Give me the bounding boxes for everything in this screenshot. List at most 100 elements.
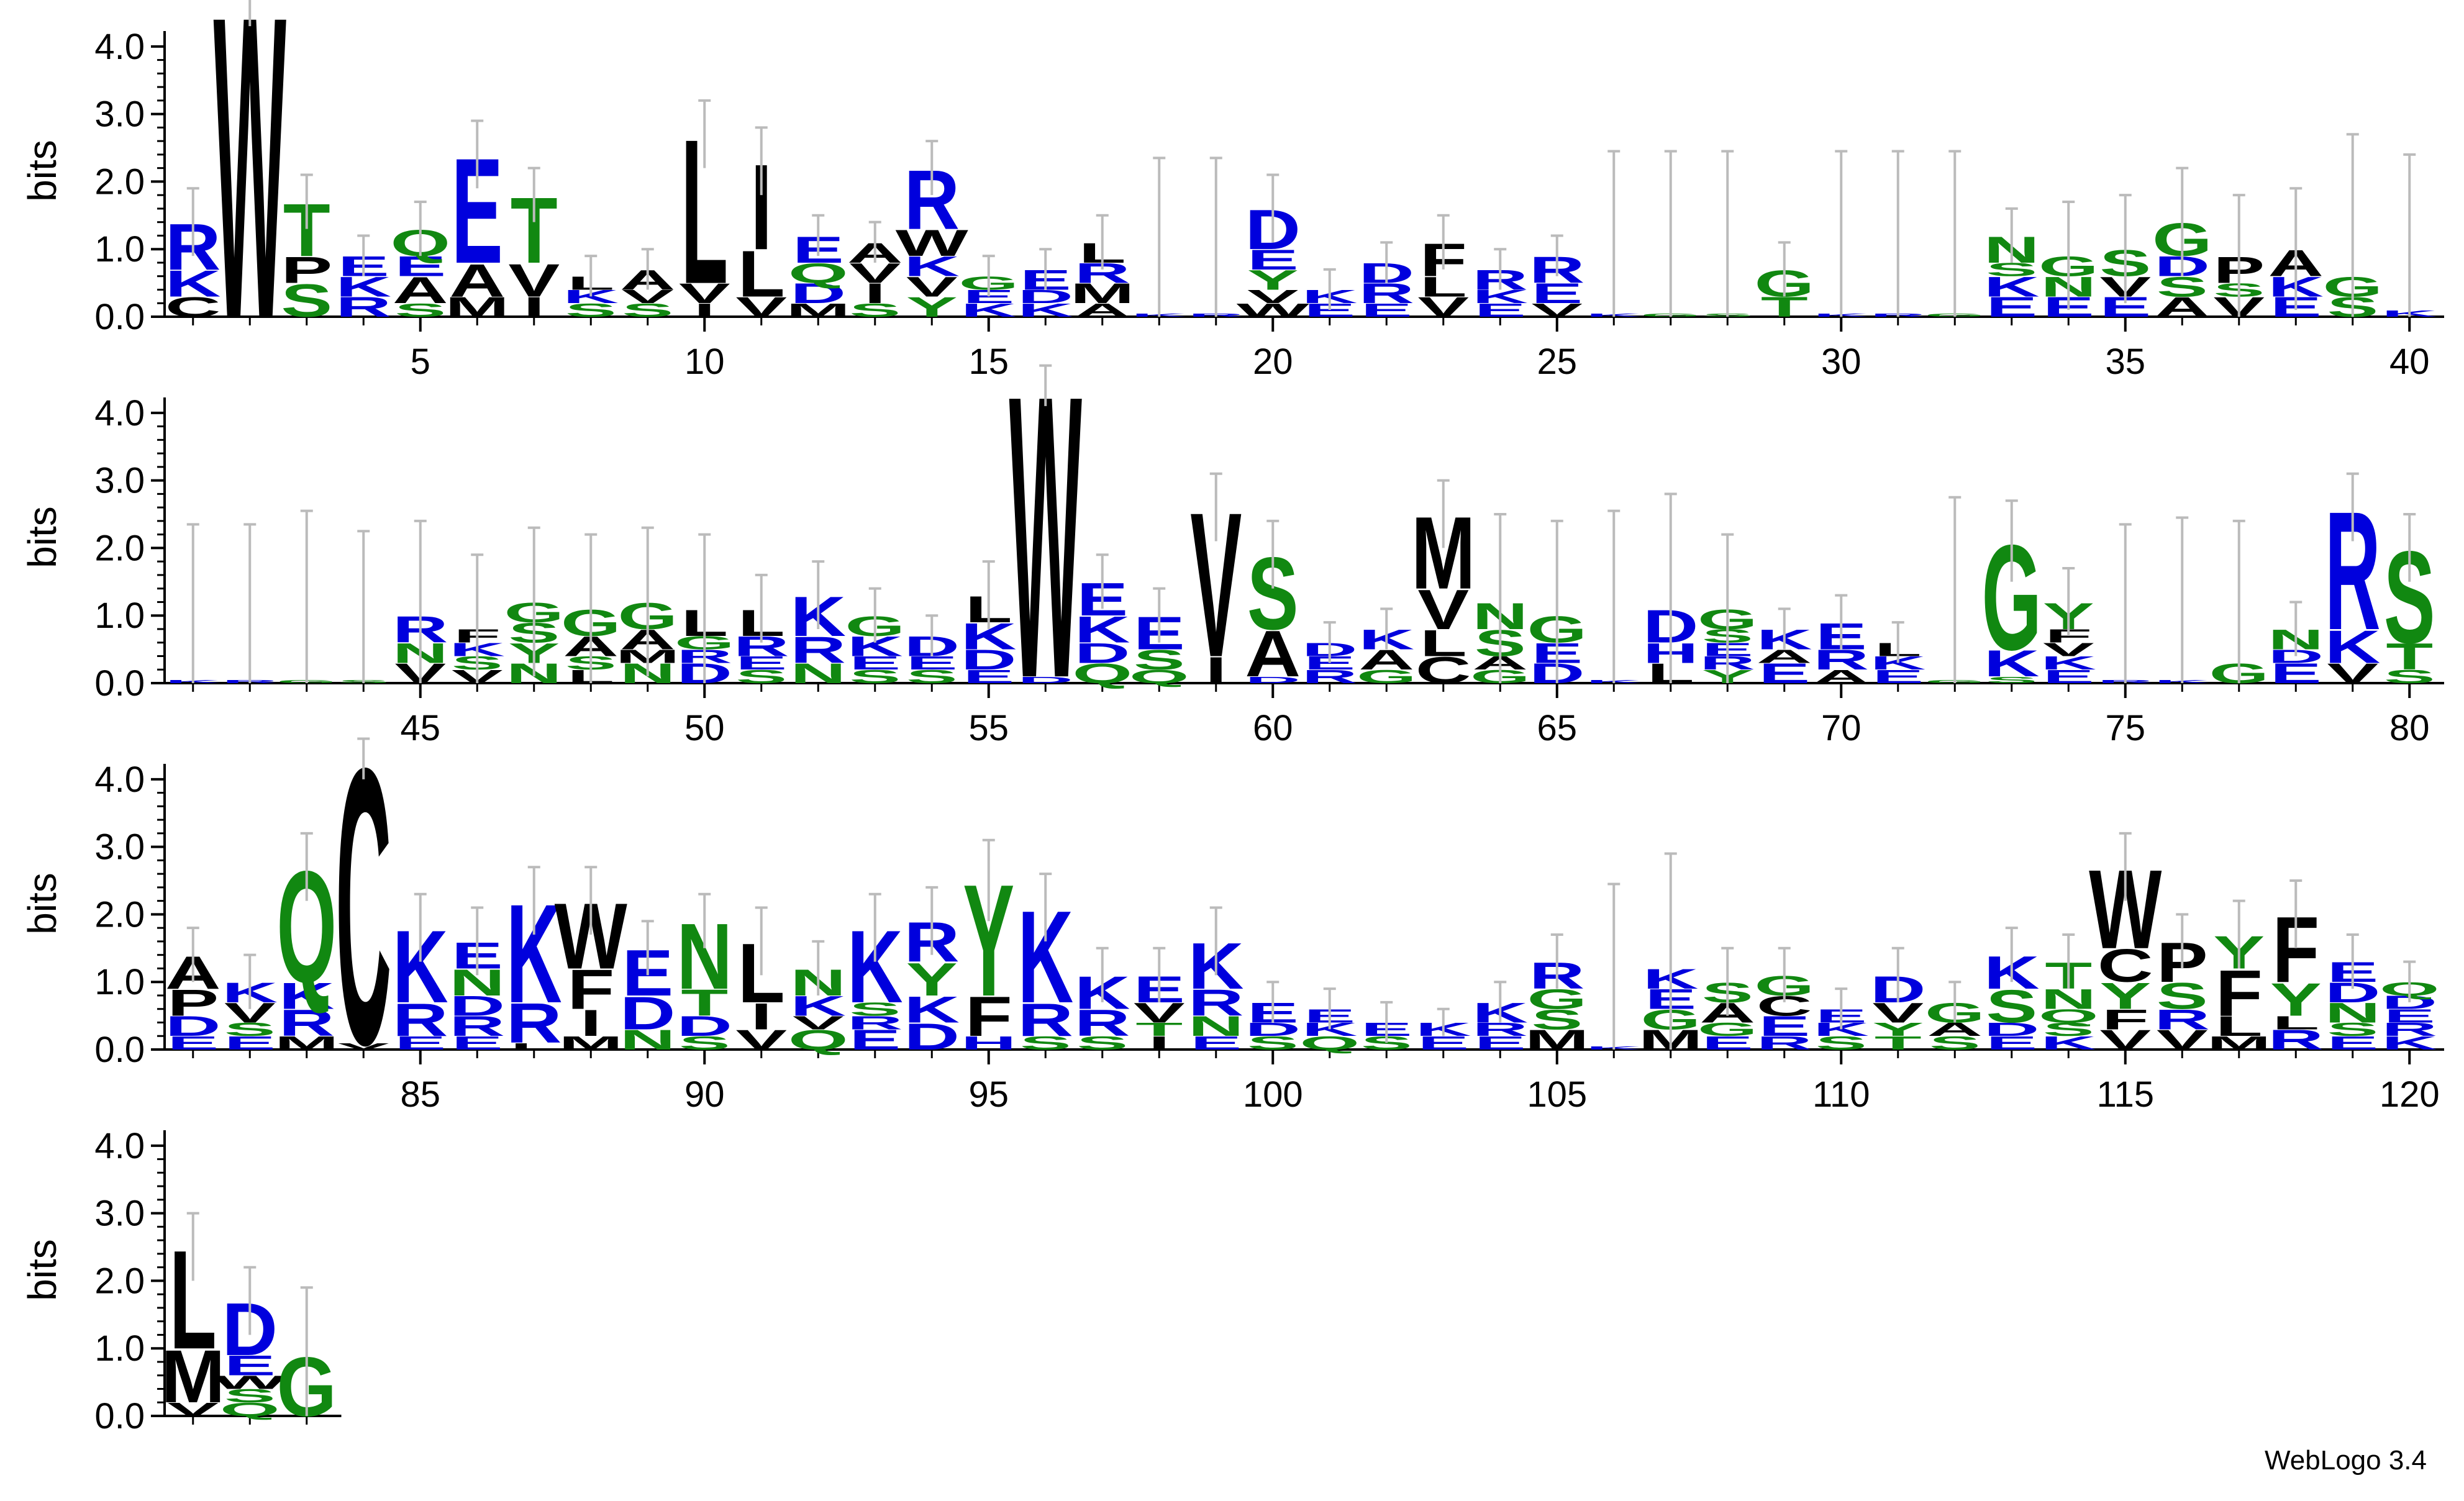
logo-letter: F (2216, 957, 2263, 1030)
x-tick-label: 30 (1821, 342, 1862, 382)
logo-letter: I (865, 278, 886, 309)
y-axis-label: bits (20, 1239, 65, 1301)
logo-letter: V (2043, 639, 2094, 660)
logo-letter: A (1927, 1019, 1983, 1040)
logo-letter: S (1816, 1033, 1867, 1054)
logo-letter: D (790, 278, 846, 309)
logo-letter: D (961, 644, 1017, 676)
logo-letter: R (1017, 994, 1073, 1046)
logo-letter: E (1986, 291, 2037, 323)
logo-letter: A (2154, 291, 2210, 323)
logo-letter: K (165, 263, 221, 304)
logo-letter: E (1247, 244, 1299, 276)
logo-rows: 0.01.02.03.04.0bitsCKRWSPTRKE5SAEQMAEIVT… (20, 0, 2444, 1436)
logo-letter: R (1757, 1033, 1812, 1054)
x-tick-label: 5 (411, 342, 430, 382)
logo-letter: V (735, 291, 787, 323)
x-tick-label: 50 (684, 708, 725, 748)
logo-letter: S (224, 1019, 276, 1040)
logo-letter: K (1017, 300, 1073, 321)
y-tick-label: 4.0 (94, 393, 145, 433)
logo-letter: M (445, 291, 509, 323)
logo-letter: R (506, 992, 562, 1055)
logo-letter: E (2043, 666, 2094, 687)
logo-letter: K (2040, 1033, 2096, 1054)
x-tick-label: 105 (1527, 1074, 1587, 1115)
y-tick-label: 4.0 (94, 1126, 145, 1166)
logo-letter: V (1417, 291, 1469, 323)
logo-letter: A (393, 270, 448, 311)
logo-letter: E (1872, 666, 1924, 687)
logo-letter: K (2040, 653, 2096, 674)
logo-letter: V (1417, 579, 1469, 642)
logo-letter: I (750, 995, 772, 1037)
logo-letter: S (849, 300, 901, 321)
logo-letter: K (1075, 609, 1130, 650)
logo-letter: N (620, 1024, 676, 1056)
logo-letter: S (2043, 1019, 2094, 1040)
logo-letter: W (1237, 300, 1310, 321)
logo-letter: K (279, 975, 335, 1017)
logo-letter: Y (1872, 1019, 1924, 1040)
logo-letter: R (335, 291, 391, 323)
x-tick-label: 40 (2389, 342, 2430, 382)
logo-letter: A (1813, 666, 1869, 687)
logo-letter: E (224, 1350, 276, 1382)
logo-letter: D (1017, 674, 1073, 685)
logo-letter: T (2386, 636, 2433, 678)
logo-letter: S (1986, 674, 2037, 685)
logo-letter: D (904, 1016, 960, 1058)
x-tick-label: 70 (1821, 708, 1862, 748)
logo-letter: R (2381, 1019, 2437, 1040)
logo-letter: E (1758, 658, 1810, 689)
x-tick-label: 90 (684, 1074, 725, 1115)
logo-letter: Y (2099, 975, 2151, 1017)
logo-letter: K (904, 989, 960, 1030)
logo-letter: S (2157, 975, 2208, 1017)
logo-letter: S (622, 300, 673, 321)
logo-letter: E (1702, 1033, 1753, 1054)
logo-letter: I (1205, 650, 1227, 691)
x-tick-label: 45 (400, 708, 440, 748)
y-tick-label: 2.0 (94, 894, 145, 935)
logo-letter: A (449, 254, 505, 307)
logo-letter: S (394, 300, 446, 321)
y-tick-label: 0.0 (94, 663, 145, 704)
logo-letter: L (2272, 1012, 2319, 1033)
logo-letter: D (620, 987, 676, 1040)
y-tick-label: 1.0 (94, 1328, 145, 1369)
logo-letter: R (847, 1012, 903, 1033)
logo-letter: Q (1129, 666, 1189, 687)
x-tick-label: 65 (1537, 708, 1577, 748)
logo-letter: C (2098, 940, 2153, 992)
x-tick-label: 60 (1253, 708, 1293, 748)
y-tick-label: 3.0 (94, 94, 145, 135)
logo-letter: Q (1072, 658, 1132, 689)
logo-letter: M (786, 300, 850, 321)
logo-letter: E (167, 1033, 219, 1054)
y-tick-label: 3.0 (94, 1194, 145, 1234)
logo-letter: E (849, 653, 901, 674)
logo-letter: D (1245, 1019, 1301, 1040)
x-tick-label: 100 (1243, 1074, 1303, 1115)
logo-letter: R (2268, 1024, 2324, 1056)
logo-letter: D (1017, 286, 1073, 307)
x-tick-label: 25 (1537, 342, 1577, 382)
logo-letter: E (963, 666, 1014, 687)
logo-letter: M (1070, 278, 1134, 309)
y-tick-label: 1.0 (94, 962, 145, 1002)
logo-letter: R (393, 994, 448, 1046)
logo-letter: E (1531, 278, 1583, 309)
x-tick-label: 75 (2105, 708, 2145, 748)
logo-letter: E (224, 1033, 276, 1054)
y-axis-label: bits (20, 873, 65, 935)
logo-letter: I (694, 300, 716, 321)
logo-letter: V (338, 1041, 389, 1051)
logo-letter: R (1075, 1002, 1130, 1044)
logo-letter: S (2327, 1019, 2378, 1040)
logo-letter: E (2384, 1005, 2435, 1027)
y-tick-label: 1.0 (94, 596, 145, 636)
logo-letter: K (2325, 620, 2381, 673)
logo-letter: D (1245, 674, 1301, 685)
x-tick-label: 110 (1812, 1074, 1870, 1115)
